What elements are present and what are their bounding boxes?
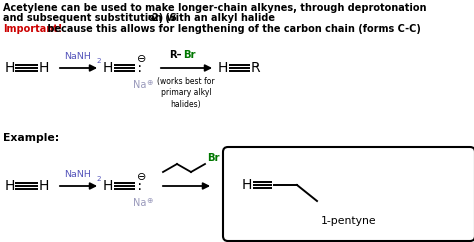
Text: (works best for
primary alkyl
halides): (works best for primary alkyl halides) bbox=[157, 77, 215, 109]
Text: H: H bbox=[5, 179, 15, 193]
Text: N: N bbox=[147, 15, 153, 22]
Text: H: H bbox=[39, 61, 49, 75]
Text: 1-pentyne: 1-pentyne bbox=[321, 216, 377, 226]
Text: 2: 2 bbox=[96, 176, 100, 182]
Text: :: : bbox=[136, 62, 144, 76]
Text: Br: Br bbox=[183, 50, 195, 60]
Text: and subsequent substitution (S: and subsequent substitution (S bbox=[3, 13, 177, 23]
Text: Important!: Important! bbox=[3, 24, 63, 34]
Text: H: H bbox=[218, 61, 228, 75]
Text: 2: 2 bbox=[96, 58, 100, 64]
Text: NaNH: NaNH bbox=[64, 52, 91, 61]
Text: R–: R– bbox=[170, 50, 182, 60]
Text: Na: Na bbox=[133, 198, 146, 208]
FancyBboxPatch shape bbox=[223, 147, 474, 241]
Text: H: H bbox=[103, 179, 113, 193]
Text: ⊖: ⊖ bbox=[137, 54, 146, 64]
Text: Example:: Example: bbox=[3, 133, 59, 143]
Text: H: H bbox=[39, 179, 49, 193]
Text: :: : bbox=[136, 181, 144, 194]
Text: ⊕: ⊕ bbox=[146, 196, 152, 205]
Text: Br: Br bbox=[207, 153, 219, 163]
Text: because this allows for lengthening of the carbon chain (forms C-C): because this allows for lengthening of t… bbox=[44, 24, 421, 34]
Text: H: H bbox=[103, 61, 113, 75]
Text: H: H bbox=[5, 61, 15, 75]
Text: R: R bbox=[251, 61, 261, 75]
Text: NaNH: NaNH bbox=[64, 170, 91, 179]
Text: Acetylene can be used to make longer-chain alkynes, through deprotonation: Acetylene can be used to make longer-cha… bbox=[3, 3, 427, 13]
Text: H: H bbox=[242, 178, 252, 192]
Text: ⊖: ⊖ bbox=[137, 172, 146, 182]
Text: Na: Na bbox=[133, 80, 146, 90]
Text: ⊕: ⊕ bbox=[146, 78, 152, 87]
Text: 2) with an alkyl halide: 2) with an alkyl halide bbox=[152, 13, 275, 23]
